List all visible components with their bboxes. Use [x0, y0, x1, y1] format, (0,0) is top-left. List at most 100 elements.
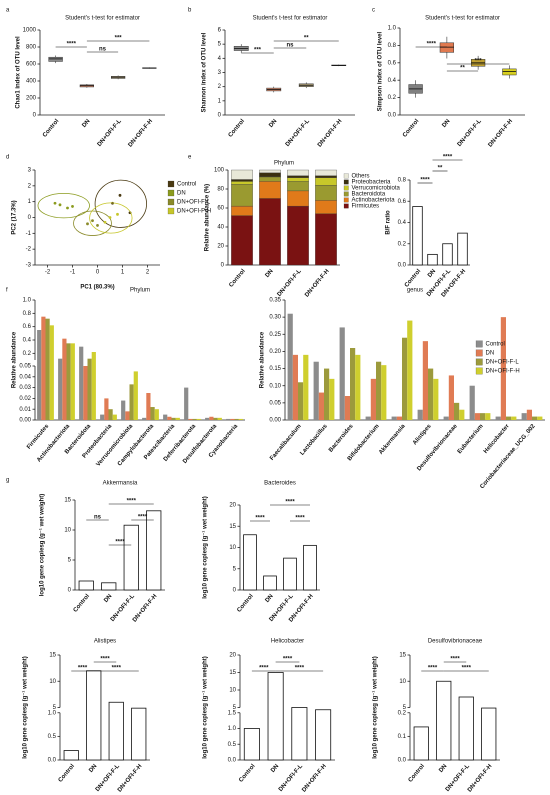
- legend-label: DN: [486, 351, 495, 357]
- y-tick-label: 1.0: [228, 726, 237, 732]
- y-tick-label: 0.8: [398, 178, 407, 184]
- y-axis-label: log10 gene copiesg (g⁻¹ wet weight): [202, 656, 209, 759]
- bar: [427, 253, 438, 266]
- bar: [339, 327, 345, 420]
- y-tick-label: 0.30: [269, 315, 281, 321]
- legend-label: Bacteroidota: [352, 192, 386, 198]
- legend-label: Control: [486, 342, 505, 348]
- y-tick-label: 0: [218, 113, 222, 119]
- y-axis-label: Chao1 index of OTU level: [16, 36, 22, 109]
- bar: [480, 413, 486, 420]
- bar: [213, 417, 218, 420]
- y-tick-label: 1000: [23, 28, 37, 34]
- bar: [234, 418, 239, 420]
- bar: [391, 416, 397, 420]
- point: [108, 216, 112, 219]
- bar: [413, 726, 429, 761]
- y-tick-label: 0.35: [269, 298, 281, 304]
- y-axis-label: Relative abundance: [260, 331, 266, 388]
- y-tick-label: 2: [218, 84, 222, 90]
- bar: [238, 418, 243, 420]
- bar: [49, 325, 54, 420]
- bar: [350, 348, 356, 420]
- legend-swatch: [475, 340, 483, 348]
- legend-swatch: [343, 191, 349, 197]
- point: [118, 193, 122, 197]
- y-axis-label: log10 gene copiesg (g⁻¹ wet weight): [202, 496, 209, 599]
- bar: [123, 524, 139, 591]
- y-tick-label: 10: [49, 679, 56, 685]
- bar: [458, 696, 474, 761]
- significance-label: ****: [295, 666, 305, 672]
- significance-label: ****: [295, 516, 305, 522]
- x-tick-label: DN+OFI-F-H: [467, 763, 494, 793]
- bar: [469, 385, 475, 420]
- y-tick-label: 0: [68, 588, 72, 594]
- bar-segment: [315, 169, 337, 176]
- legend-swatch: [343, 185, 349, 191]
- chart-title: Helicobacter: [271, 639, 304, 645]
- point: [96, 224, 99, 227]
- legend-label: Firmicutes: [352, 204, 380, 210]
- x-tick-label: -1: [70, 270, 76, 276]
- y-tick-label: 0.2: [398, 241, 407, 247]
- y-axis-label: Simpson index of OTU level: [378, 31, 384, 111]
- bar: [422, 341, 428, 420]
- x-tick-label: DN+OFI-F-H: [317, 118, 344, 148]
- bar: [121, 400, 126, 420]
- x-tick-label: Control: [58, 763, 77, 783]
- legend-swatch: [167, 189, 175, 197]
- bar: [370, 378, 376, 420]
- significance-label: ****: [428, 666, 438, 672]
- chart-title: Alistipes: [94, 639, 116, 645]
- point: [58, 203, 62, 207]
- significance-label: ns: [286, 43, 294, 49]
- bar: [175, 417, 180, 420]
- x-tick-label: DN+OFI-F-H: [132, 593, 159, 623]
- y-tick-label: 0.2: [23, 351, 32, 357]
- significance-label: **: [438, 166, 443, 172]
- x-tick-label: Bacteroides: [328, 423, 355, 454]
- significance-label: ****: [462, 666, 472, 672]
- y-tick-label: 5: [233, 705, 237, 711]
- x-tick-label: Campylobacterota: [117, 423, 156, 467]
- bar: [485, 413, 491, 420]
- y-axis-label: Relative abundance: [12, 331, 18, 388]
- y-tick-label: 200: [26, 96, 37, 102]
- x-tick-label: 2: [146, 270, 150, 276]
- bar-segment: [287, 205, 309, 266]
- legend-swatch: [475, 367, 483, 375]
- bar: [396, 416, 402, 420]
- y-axis-label: log10 gene copiesg (g⁻¹ wet weight): [39, 494, 46, 597]
- bar: [154, 409, 159, 420]
- significance-label: **: [460, 66, 465, 72]
- significance-label: ****: [112, 666, 122, 672]
- y-tick-label: 0.6: [398, 199, 407, 205]
- x-tick-label: Control: [238, 763, 257, 783]
- panel-letter: g: [6, 478, 9, 484]
- y-tick-label: 0.4: [23, 338, 32, 344]
- bar-segment: [231, 169, 253, 180]
- y-tick-label: 5: [53, 705, 57, 711]
- y-tick-label: 0.04: [19, 374, 31, 380]
- panel-letter: f: [6, 288, 8, 294]
- y-tick-label: 10: [229, 688, 236, 694]
- bar: [58, 358, 63, 420]
- y-tick-label: 60: [217, 206, 224, 212]
- bar: [329, 378, 335, 420]
- point: [86, 222, 89, 226]
- bar-segment: [315, 175, 337, 178]
- bar: [101, 582, 117, 591]
- y-tick-label: 0: [28, 215, 32, 221]
- significance-label: ****: [100, 657, 110, 663]
- point: [53, 201, 57, 205]
- y-tick-label: 0.02: [19, 396, 31, 402]
- bar: [167, 416, 172, 420]
- x-tick-label: Control: [73, 593, 92, 613]
- y-tick-label: 1: [28, 199, 32, 205]
- x-tick-label: DN+OFI-F-H: [488, 118, 515, 148]
- y-axis-label: Shannon index of OTU level: [202, 32, 208, 112]
- chart-title: Desulfovibrionaceae: [428, 639, 483, 645]
- bar: [150, 407, 155, 420]
- y-tick-label: 0.0: [228, 758, 237, 764]
